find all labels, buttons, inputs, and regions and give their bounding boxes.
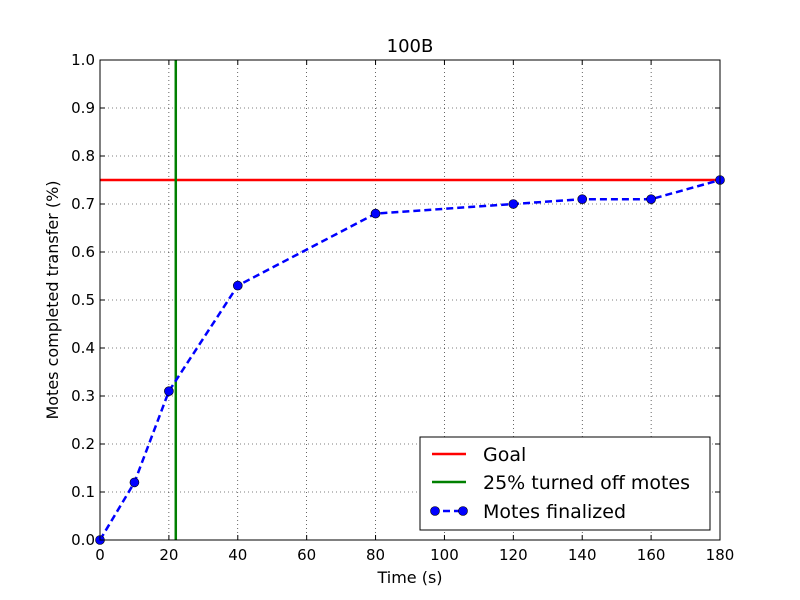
x-tick-label: 100: [430, 546, 459, 564]
y-tick-label: 0.1: [71, 483, 95, 501]
y-tick-label: 1.0: [71, 51, 95, 69]
y-axis-label: Motes completed transfer (%): [43, 180, 62, 419]
x-tick-label: 80: [366, 546, 385, 564]
legend-finalized-marker-right: [458, 506, 468, 516]
chart-title: 100B: [387, 36, 434, 57]
x-tick-label: 20: [159, 546, 178, 564]
legend-finalized-marker-left: [430, 506, 440, 516]
motes-finalized-point: [370, 208, 381, 219]
y-tick-label: 0.3: [71, 387, 95, 405]
legend-box: [419, 436, 711, 531]
motes-finalized-point: [129, 477, 140, 488]
y-tick-label: 0.0: [71, 531, 95, 549]
x-tick-label: 40: [228, 546, 247, 564]
x-tick-label: 60: [297, 546, 316, 564]
x-tick-label: 140: [568, 546, 597, 564]
motes-finalized-point: [508, 199, 519, 209]
y-tick-label: 0.2: [71, 435, 95, 453]
legend-turned-off-label: 25% turned off motes: [483, 472, 690, 494]
motes-finalized-point: [164, 386, 174, 397]
y-tick-label: 0.4: [71, 339, 95, 357]
x-tick-label: 120: [499, 546, 528, 564]
x-tick-label: 180: [706, 546, 735, 564]
legend-finalized-label: Motes finalized: [483, 501, 626, 523]
motes-finalized-point: [646, 194, 656, 204]
y-tick-label: 0.5: [71, 291, 95, 309]
y-tick-label: 0.8: [71, 147, 95, 165]
x-tick-label: 160: [637, 546, 666, 564]
legend: Goal 25% turned off motes Motes finalize…: [419, 436, 711, 531]
y-tick-label: 0.7: [71, 195, 95, 213]
legend-goal-label: Goal: [483, 444, 526, 466]
y-tick-label: 0.6: [71, 243, 95, 261]
x-tick-label: 0: [95, 546, 105, 564]
motes-finalized-point: [232, 280, 243, 291]
x-axis-label: Time (s): [376, 568, 442, 587]
y-tick-label: 0.9: [71, 99, 95, 117]
ticks: 0 20 40 60 80 100 120 140 160 180 0.0 0.1 0.2 0.3 0.4 0…: [71, 51, 734, 564]
motes-finalized-point: [577, 194, 588, 204]
series-layer: [95, 60, 725, 545]
